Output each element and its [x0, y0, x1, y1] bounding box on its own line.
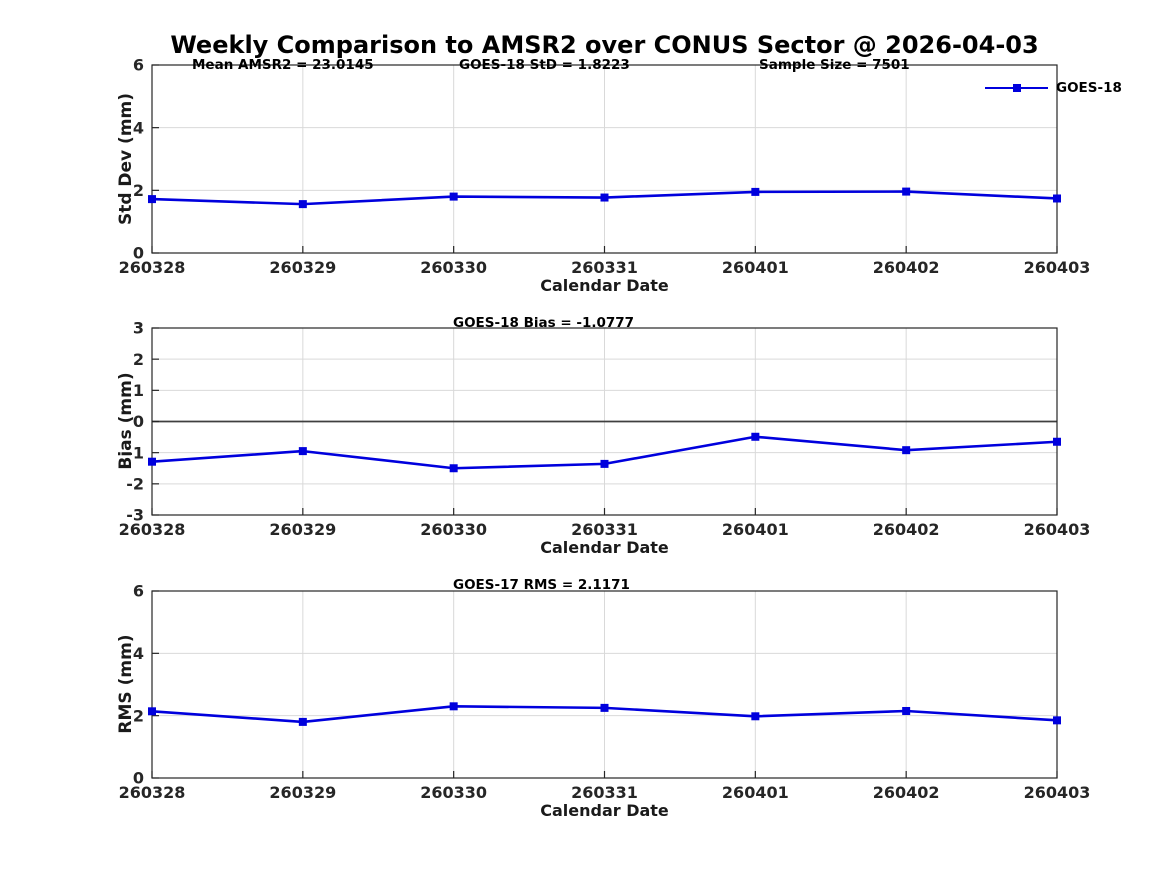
- y-tick-label: 2: [133, 706, 144, 725]
- subplot-bias-title: GOES-18 Bias = -1.0777: [453, 315, 635, 331]
- subplot-1: 0 2 4 6 260328 260329 260330 260331 260401 260402…: [119, 56, 1091, 277]
- x-tick-label: 260328: [119, 258, 186, 277]
- legend-label: GOES-18: [1056, 80, 1122, 96]
- subplot-3: 0 2 4 6 260328 260329 260330 260331 260401 260402…: [119, 582, 1091, 802]
- x-tick-label: 260330: [420, 258, 487, 277]
- y-tick-label: 6: [133, 56, 144, 75]
- y-tick-label: 2: [133, 350, 144, 369]
- data-point-marker: [751, 712, 760, 721]
- x-tick-label: 260328: [119, 783, 186, 802]
- x-tick-label: 260331: [571, 783, 638, 802]
- x-tick-label: 260403: [1024, 520, 1091, 539]
- data-point-marker: [902, 446, 911, 455]
- x-tick-label: 260328: [119, 520, 186, 539]
- legend-square-marker-icon: [1013, 84, 1021, 93]
- legend-line-sample: [985, 84, 1048, 93]
- x-tick-label: 260329: [269, 783, 336, 802]
- data-point-marker: [751, 432, 760, 441]
- data-point-marker: [751, 187, 760, 196]
- data-point-marker: [298, 717, 307, 726]
- data-point-marker: [902, 706, 911, 715]
- ylabel-bias: Bias (mm): [116, 372, 136, 470]
- y-tick-label: 4: [133, 644, 144, 663]
- data-point-marker: [902, 187, 911, 196]
- x-tick-label: 260402: [873, 258, 940, 277]
- data-point-marker: [298, 200, 307, 209]
- y-tick-label: 0: [133, 769, 144, 788]
- data-point-marker: [1053, 716, 1061, 725]
- x-tick-label: 260330: [420, 783, 487, 802]
- y-tick-label: 3: [133, 319, 144, 338]
- y-tick-label: 0: [133, 412, 144, 431]
- x-tick-label: 260402: [873, 520, 940, 539]
- x-tick-label: 260401: [722, 520, 789, 539]
- x-tick-label: 260401: [722, 783, 789, 802]
- y-tick-label: 0: [133, 244, 144, 263]
- data-point-marker: [148, 457, 156, 466]
- x-tick-label: 260403: [1024, 258, 1091, 277]
- stat-sample-size: Sample Size = 7501: [759, 57, 910, 73]
- y-tick-label: 1: [133, 381, 144, 400]
- x-tick-label: 260402: [873, 783, 940, 802]
- x-tick-label: 260330: [420, 520, 487, 539]
- data-point-marker: [600, 193, 609, 202]
- data-point-marker: [1053, 437, 1061, 446]
- y-tick-label: -3: [126, 506, 144, 525]
- x-tick-label: 260329: [269, 520, 336, 539]
- x-tick-label: 260403: [1024, 783, 1091, 802]
- subplot-rms-title: GOES-17 RMS = 2.1171: [453, 577, 630, 593]
- data-point-marker: [148, 707, 156, 716]
- data-point-marker: [449, 464, 458, 473]
- data-point-marker: [449, 702, 458, 711]
- x-tick-label: 260329: [269, 258, 336, 277]
- data-point-marker: [1053, 194, 1061, 203]
- legend: GOES-18: [985, 80, 1122, 96]
- x-tick-label: 260401: [722, 258, 789, 277]
- stat-mean-amsr2: Mean AMSR2 = 23.0145: [192, 57, 374, 73]
- data-point-marker: [600, 459, 609, 468]
- xlabel-calendar-date-1: Calendar Date: [540, 276, 669, 295]
- x-tick-label: 260331: [571, 520, 638, 539]
- y-tick-label: -1: [126, 443, 144, 462]
- ylabel-rms: RMS (mm): [116, 634, 136, 734]
- data-point-marker: [600, 703, 609, 712]
- figure-title: Weekly Comparison to AMSR2 over CONUS Se…: [170, 31, 1039, 59]
- xlabel-calendar-date-2: Calendar Date: [540, 538, 669, 557]
- x-tick-label: 260331: [571, 258, 638, 277]
- y-tick-label: 6: [133, 582, 144, 601]
- xlabel-calendar-date-3: Calendar Date: [540, 801, 669, 820]
- y-tick-label: -2: [126, 474, 144, 493]
- y-tick-label: 2: [133, 181, 144, 200]
- data-point-marker: [148, 195, 156, 204]
- stat-goes18-std: GOES-18 StD = 1.8223: [459, 57, 630, 73]
- subplot-2: -3 -2 -1 0 1 2 3 260328 260329 260330 260331 260401…: [119, 319, 1091, 539]
- y-tick-label: 4: [133, 118, 144, 137]
- data-point-marker: [298, 447, 307, 456]
- data-point-marker: [449, 192, 458, 201]
- ylabel-std-dev: Std Dev (mm): [116, 92, 136, 226]
